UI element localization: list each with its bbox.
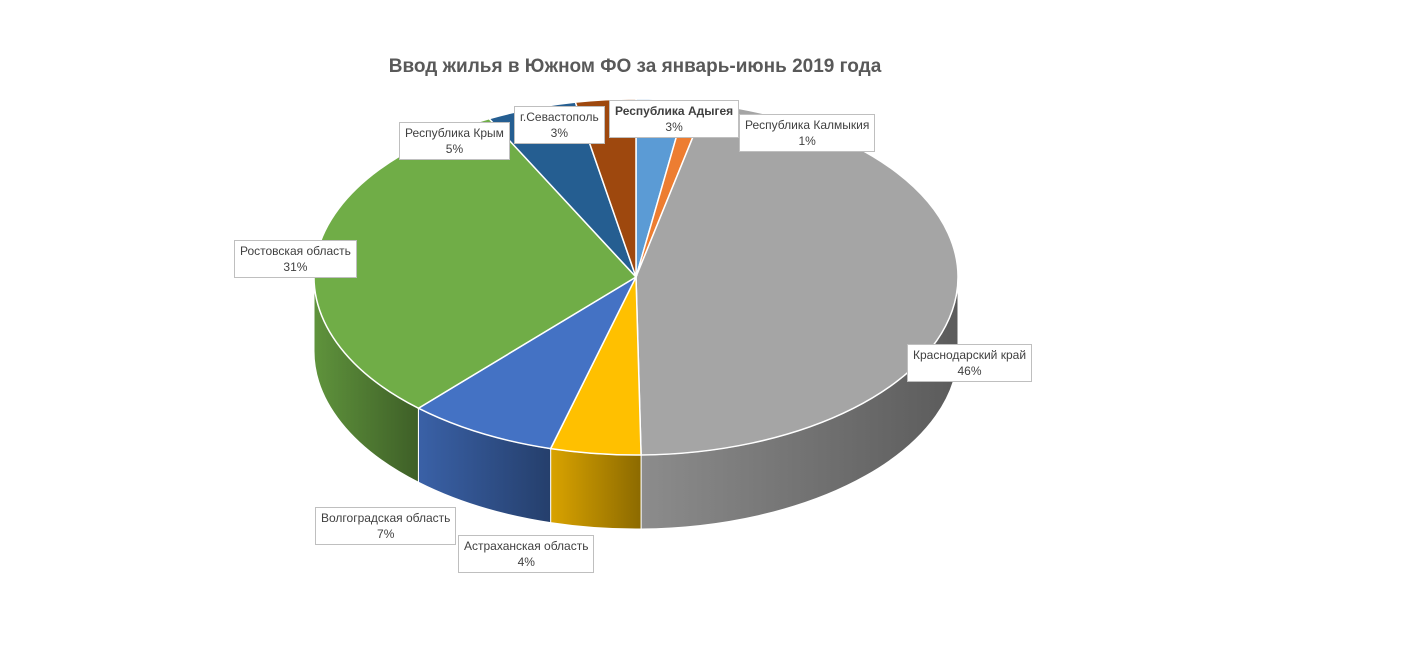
data-label: Республика Адыгея 3% — [609, 100, 740, 138]
data-label-name: Ростовская область — [240, 244, 351, 258]
data-label: Республика Калмыкия 1% — [739, 114, 876, 152]
data-label-name: Республика Калмыкия — [745, 118, 870, 132]
data-label-name: Республика Крым — [405, 126, 504, 140]
data-label-name: Республика Адыгея — [615, 104, 734, 118]
data-label-percent: 3% — [550, 126, 569, 140]
data-label: Ростовская область 31% — [234, 240, 357, 278]
data-label-percent: 46% — [957, 364, 982, 378]
data-label-name: Краснодарский край — [913, 348, 1027, 362]
data-label-percent: 5% — [445, 142, 464, 156]
data-label: Краснодарский край 46% — [907, 344, 1033, 382]
data-label: Астраханская область 4% — [458, 535, 595, 573]
data-label-percent: 1% — [798, 134, 816, 148]
data-label-name: Волгоградская область — [321, 511, 451, 525]
data-label-percent: 31% — [283, 260, 308, 274]
pie-side-3 — [550, 448, 642, 530]
data-label-name: г.Севастополь — [520, 110, 599, 124]
data-label: г.Севастополь 3% — [514, 106, 605, 144]
data-label-percent: 7% — [377, 527, 395, 541]
data-label: Республика Крым 5% — [399, 122, 510, 160]
data-label-percent: 4% — [517, 555, 535, 569]
data-label-name: Астраханская область — [464, 539, 589, 553]
pie-slice-4 — [416, 275, 638, 450]
pie-top — [313, 98, 959, 456]
chart-title: Ввод жилья в Южном ФО за январь-июнь 201… — [388, 56, 882, 77]
data-label-percent: 3% — [665, 120, 683, 134]
data-label: Волгоградская область 7% — [315, 507, 457, 545]
